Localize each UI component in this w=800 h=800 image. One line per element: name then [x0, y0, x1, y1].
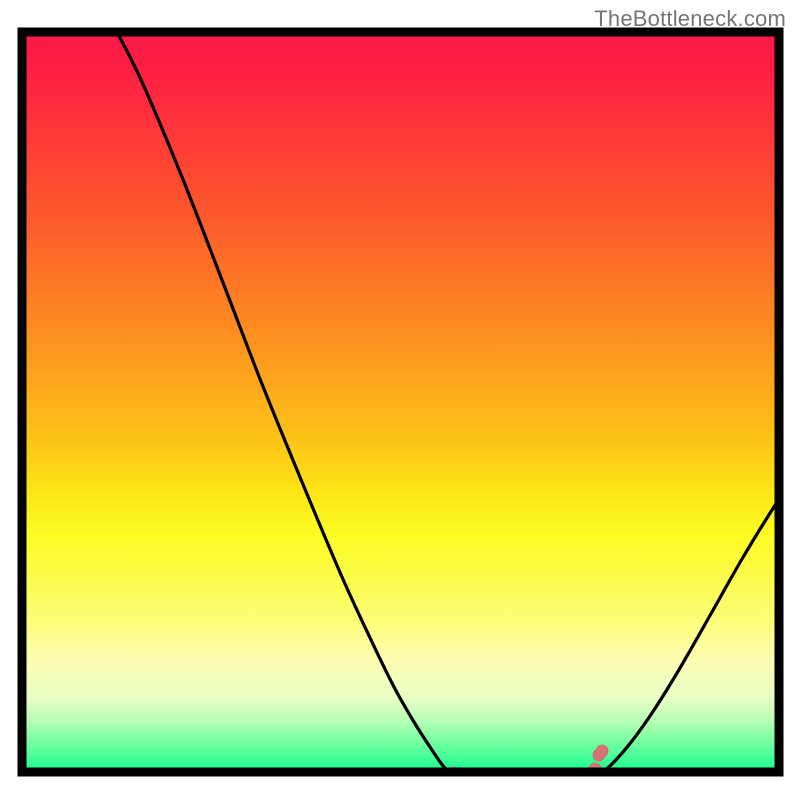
- curve-marker: [596, 745, 608, 757]
- curve-marker: [475, 788, 487, 800]
- chart-container: TheBottleneck.com: [0, 0, 800, 800]
- curve-marker: [564, 784, 576, 796]
- plot-background: [22, 32, 779, 772]
- curve-marker: [465, 784, 477, 796]
- curve-marker: [513, 789, 525, 800]
- curve-marker: [449, 777, 461, 789]
- attribution-label: TheBottleneck.com: [594, 6, 786, 32]
- curve-marker: [532, 789, 544, 800]
- curve-marker: [494, 789, 506, 800]
- bottleneck-curve-chart: [0, 0, 800, 800]
- curve-marker: [550, 788, 562, 800]
